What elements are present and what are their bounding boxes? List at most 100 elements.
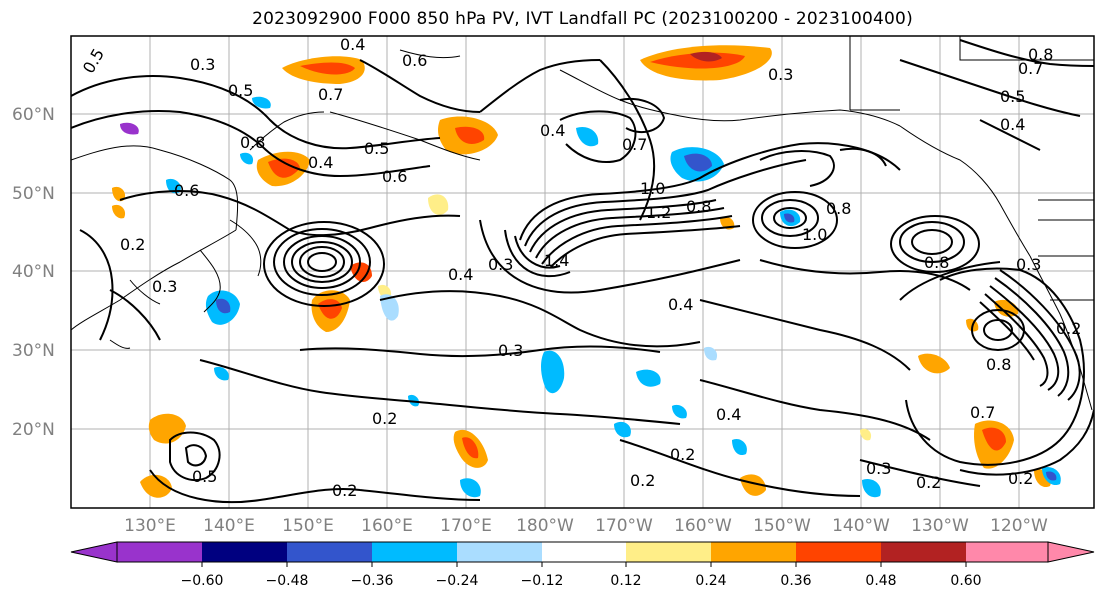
pv-positive-blob [690,51,722,62]
colorbar-tick-label: 0.12 [610,573,641,589]
colorbar-extend-high [1047,541,1095,563]
contour-label: 0.4 [716,405,741,424]
contour-label: 0.8 [686,197,711,216]
contour-label: 0.6 [402,51,427,70]
colorbar-tick-label: −0.60 [181,573,224,589]
contour-label: 0.2 [670,445,695,464]
colorbar-segment [202,542,287,562]
contour-label: 0.5 [192,467,217,486]
contour-label: 0.8 [240,133,265,152]
pv-positive-blob [140,474,172,498]
contour-label: 0.2 [1008,469,1033,488]
colorbar-tick-label: −0.12 [521,573,564,589]
contour-label: 0.8 [924,253,949,272]
lon-label: 130°E [124,516,176,536]
contour-label: 0.3 [488,255,513,274]
pv-negative-blob [380,294,399,321]
pv-negative-blob [732,438,747,456]
colorbar-tick-label: −0.48 [266,573,309,589]
colorbar-segment [626,542,711,562]
contour-label: 0.2 [120,235,145,254]
graticule [71,36,1094,508]
colorbar-tick-label: −0.24 [436,573,479,589]
pv-positive-blob [740,474,766,496]
contour-label: 0.3 [1016,255,1041,274]
contour-label: 0.4 [540,121,565,140]
pv-negative-blob [672,404,687,419]
contour-label: 0.2 [1056,319,1081,338]
pv-positive-blob [462,437,479,459]
colorbar-segment [711,542,796,562]
colorbar-segment [372,542,457,562]
contour-label: 0.7 [1018,59,1043,78]
contour-label: 0.5 [1000,87,1025,106]
lon-label: 170°E [440,516,492,536]
pv-negative-blob [214,366,229,381]
contour-label: 0.7 [318,85,343,104]
pv-negative-blob [216,298,231,314]
contour-label: 0.4 [448,265,473,284]
colorbar-tick-label: −0.36 [351,573,394,589]
lon-label: 140°W [832,516,890,536]
ivt-contours [71,39,1094,504]
colorbar-segment [542,542,626,562]
colorbar-tick-label: 0.60 [950,573,981,589]
contour-label: 1.0 [640,179,665,198]
contour-label: 0.2 [372,409,397,428]
contour-label: 0.3 [866,459,891,478]
colorbar: −0.60 −0.48 −0.36 −0.24 −0.12 0.12 0.24 … [70,541,1095,589]
colorbar-segment [457,542,542,562]
figure-title: 2023092900 F000 850 hPa PV, IVT Landfall… [252,9,913,29]
contour-label: 0.2 [332,481,357,500]
pv-negative-blob [862,478,881,498]
lat-label: 40°N [12,262,55,282]
pv-negative-blob [541,350,565,394]
contour-label: 0.4 [1000,115,1025,134]
lon-label: 180°W [516,516,574,536]
pv-positive-blob [350,262,372,282]
contour-label: 0.6 [174,181,199,200]
pv-negative-blob [166,178,181,194]
longitude-labels: 130°E 140°E 150°E 160°E 170°E 180°W 170°… [124,516,1048,536]
pv-positive-blob [318,299,342,319]
pv-positive-blob [455,126,485,144]
pv-positive-blob [860,428,872,441]
pv-positive-blob [982,427,1006,451]
pv-negative-blob [614,421,631,438]
pv-negative-blob [1046,471,1057,481]
lat-label: 50°N [12,184,55,204]
lat-label: 30°N [12,341,55,361]
contour-label: 0.7 [970,403,995,422]
colorbar-segment [881,542,966,562]
lat-label: 60°N [12,105,55,125]
contour-label: 1.2 [646,203,671,222]
pv-positive-blob [918,353,950,374]
lon-label: 150°E [282,516,334,536]
pv-positive-blob [650,52,745,69]
pv-negative-blob [784,213,795,223]
contour-label: 0.8 [1028,45,1053,64]
pv-negative-blob [120,122,139,135]
colorbar-tick-label: 0.36 [780,573,811,589]
pv-negative-blob [252,96,271,109]
colorbar-extend-low [70,541,118,563]
lon-label: 170°W [595,516,653,536]
colorbar-segment [287,542,372,562]
pv-positive-blob [300,62,355,75]
contour-label: 0.4 [340,35,365,54]
contour-label: 0.8 [986,355,1011,374]
map-panel: 0.5 0.3 0.4 0.6 0.5 0.7 0.3 0.8 0.7 0.5 … [71,35,1094,508]
colorbar-tick-label: 0.48 [865,573,896,589]
contour-label: 0.3 [190,55,215,74]
lon-label: 130°W [911,516,969,536]
lon-label: 160°E [361,516,413,536]
pv-negative-blob [460,478,481,498]
lon-label: 160°W [674,516,732,536]
pv-positive-blob [428,194,449,215]
contour-label: 0.4 [308,153,333,172]
coastlines [71,36,1094,411]
pv-positive-blob [112,186,126,202]
pv-negative-blob [636,369,661,387]
contour-label: 0.3 [768,65,793,84]
pv-positive-blob [268,158,300,178]
